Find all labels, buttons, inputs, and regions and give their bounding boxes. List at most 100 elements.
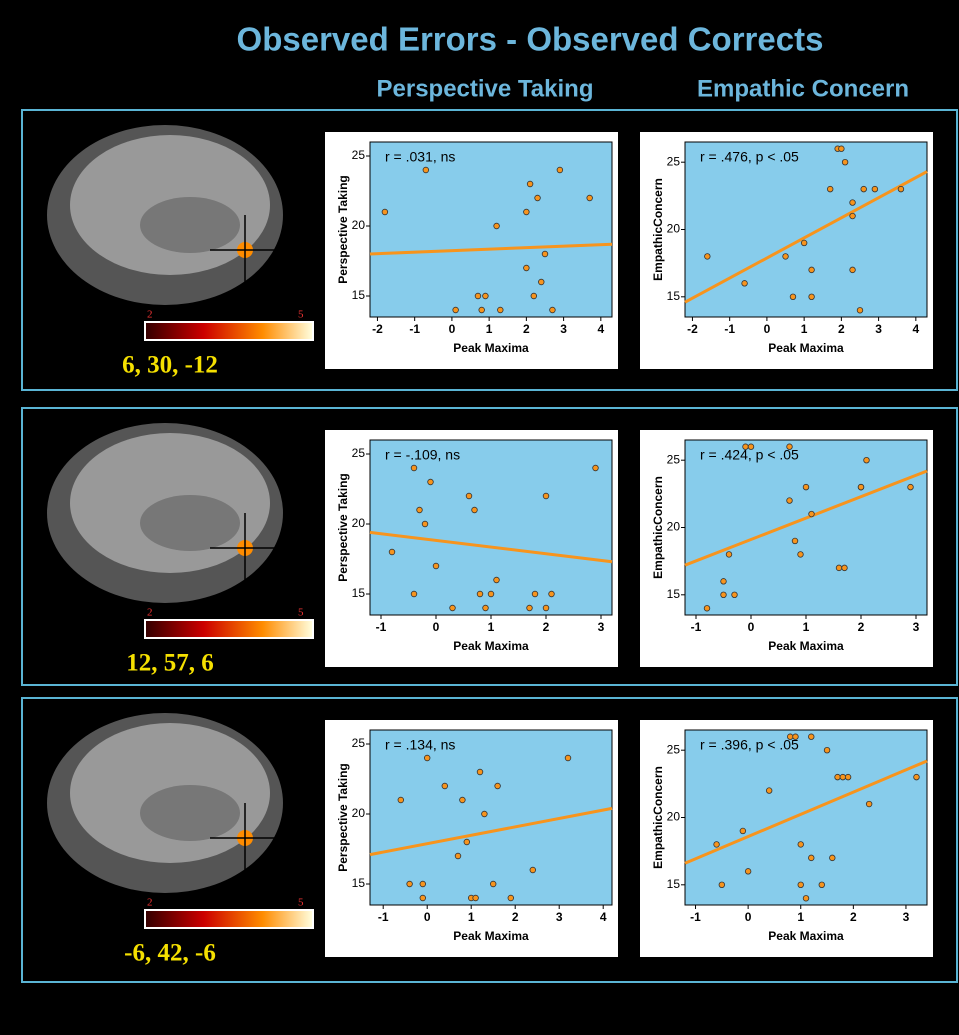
x-tick-label: 2 — [523, 322, 530, 336]
x-axis-label: Peak Maxima — [453, 341, 529, 355]
point — [527, 605, 533, 611]
point — [714, 842, 720, 848]
point — [872, 186, 878, 192]
plot-area — [370, 142, 612, 317]
plot-area — [685, 730, 927, 905]
x-tick-label: -1 — [724, 322, 735, 336]
point — [740, 828, 746, 834]
point — [411, 591, 417, 597]
point — [845, 774, 851, 780]
x-tick-label: -1 — [690, 910, 701, 924]
point — [407, 881, 413, 887]
x-tick-label: 0 — [433, 620, 440, 634]
x-tick-label: -1 — [409, 322, 420, 336]
point — [839, 146, 845, 152]
point — [543, 493, 549, 499]
colorbar-max: 5 — [298, 607, 304, 619]
annotation: r = .134, ns — [385, 737, 455, 753]
point — [898, 186, 904, 192]
x-tick-label: -1 — [378, 910, 389, 924]
point — [850, 267, 856, 273]
point — [787, 498, 793, 504]
point — [840, 774, 846, 780]
point — [830, 855, 836, 861]
page: {"figure": {"title": "Observed Errors - … — [0, 0, 959, 1035]
point — [798, 552, 804, 558]
point — [835, 774, 841, 780]
y-tick-label: 25 — [352, 148, 366, 162]
point — [531, 293, 537, 299]
y-tick-label: 25 — [667, 154, 681, 168]
x-tick-label: 2 — [858, 620, 865, 634]
brain-inner — [140, 197, 240, 253]
point — [864, 457, 870, 463]
x-tick-label: 1 — [468, 910, 475, 924]
point — [809, 511, 815, 517]
annotation: r = .396, p < .05 — [700, 737, 799, 753]
point — [477, 591, 483, 597]
x-tick-label: 3 — [913, 620, 920, 634]
point — [719, 882, 725, 888]
column-header: Perspective Taking — [377, 75, 594, 102]
point — [557, 167, 563, 173]
x-tick-label: 1 — [488, 620, 495, 634]
point — [464, 839, 470, 845]
y-tick-label: 15 — [667, 587, 681, 601]
plot-area — [370, 730, 612, 905]
point — [475, 293, 481, 299]
point — [798, 882, 804, 888]
y-axis-label: Perspective Taking — [336, 473, 350, 582]
point — [453, 307, 459, 313]
brain-inner — [140, 785, 240, 841]
y-tick-label: 20 — [352, 806, 366, 820]
annotation: r = .424, p < .05 — [700, 447, 799, 463]
point — [420, 881, 426, 887]
y-axis-label: Perspective Taking — [336, 175, 350, 284]
colorbar — [145, 620, 313, 638]
point — [742, 281, 748, 287]
point — [530, 867, 536, 873]
point — [824, 747, 830, 753]
y-tick-label: 25 — [667, 742, 681, 756]
point — [803, 895, 809, 901]
x-tick-label: 1 — [801, 322, 808, 336]
plot-area — [685, 142, 927, 317]
point — [842, 159, 848, 165]
y-tick-label: 25 — [352, 736, 366, 750]
x-axis-label: Peak Maxima — [453, 639, 529, 653]
x-axis-label: Peak Maxima — [768, 341, 844, 355]
x-tick-label: 0 — [449, 322, 456, 336]
point — [721, 579, 727, 585]
x-tick-label: 1 — [797, 910, 804, 924]
point — [705, 254, 711, 260]
point — [535, 195, 541, 201]
point — [803, 484, 809, 490]
x-tick-label: 2 — [838, 322, 845, 336]
y-tick-label: 15 — [352, 288, 366, 302]
point — [721, 592, 727, 598]
point — [858, 484, 864, 490]
colorbar-min: 2 — [147, 607, 153, 619]
y-tick-label: 15 — [667, 877, 681, 891]
y-tick-label: 15 — [667, 289, 681, 303]
y-tick-label: 15 — [352, 586, 366, 600]
point — [914, 774, 920, 780]
x-tick-label: 4 — [912, 322, 919, 336]
point — [527, 181, 533, 187]
point — [389, 549, 395, 555]
point — [532, 591, 538, 597]
point — [422, 521, 428, 527]
colorbar — [145, 322, 313, 340]
x-axis-label: Peak Maxima — [453, 929, 529, 943]
annotation: r = .476, p < .05 — [700, 149, 799, 165]
point — [861, 186, 867, 192]
point — [809, 294, 815, 300]
point — [482, 811, 488, 817]
point — [428, 479, 434, 485]
y-tick-label: 20 — [352, 516, 366, 530]
point — [488, 591, 494, 597]
point — [726, 552, 732, 558]
y-axis-label: EmpathicConcern — [651, 766, 665, 869]
x-tick-label: 2 — [512, 910, 519, 924]
x-tick-label: -2 — [372, 322, 383, 336]
